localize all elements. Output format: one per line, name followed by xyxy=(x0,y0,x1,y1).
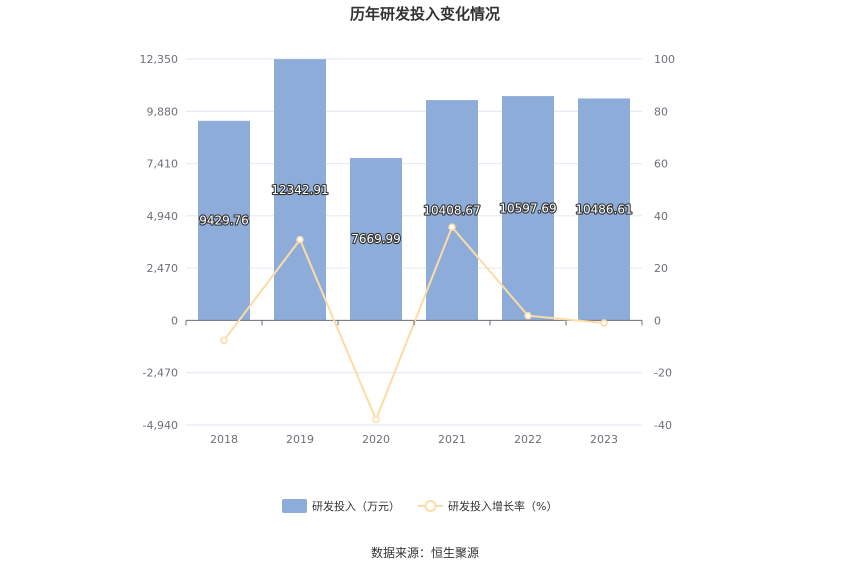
line-point-2023[interactable] xyxy=(600,319,608,327)
y-left-tick-label: 0 xyxy=(171,314,178,327)
source-note: 数据来源：恒生聚源 xyxy=(371,545,479,560)
y-left-tick-label: 7,410 xyxy=(147,158,179,171)
y-left-tick-label: -4,940 xyxy=(143,419,178,432)
bar-value-label: 12342.91 xyxy=(271,183,328,197)
line-point-2022[interactable] xyxy=(524,311,532,320)
y-left-tick-label: -2,470 xyxy=(143,367,178,380)
y-right-tick-label: 0 xyxy=(654,314,661,327)
y-right-tick-label: 80 xyxy=(654,105,668,118)
y-right-tick-label: 60 xyxy=(654,158,668,171)
bar-value-label: 9429.76 xyxy=(199,214,249,228)
x-tick-label: 2022 xyxy=(514,433,542,446)
bar-2021[interactable] xyxy=(426,100,478,321)
x-tick-label: 2020 xyxy=(362,433,390,446)
y-right-tick-label: -40 xyxy=(654,419,672,432)
bar-2018[interactable] xyxy=(198,120,250,321)
line-point-2021[interactable] xyxy=(448,223,456,231)
line-point-2018[interactable] xyxy=(220,336,228,345)
bar-value-label: 10597.69 xyxy=(499,201,556,215)
y-right-tick-label: 40 xyxy=(654,210,668,223)
legend-item-bar[interactable]: 研发投入（万元） xyxy=(282,499,400,513)
y-axis-right: -40 -20 0 20 40 60 80 100 xyxy=(654,53,675,432)
y-left-tick-label: 9,880 xyxy=(147,105,179,118)
legend-line-label: 研发投入增长率（%） xyxy=(448,499,557,513)
bar-2022[interactable] xyxy=(502,96,554,321)
x-tick-label: 2023 xyxy=(590,433,618,446)
y-right-tick-label: 100 xyxy=(654,53,675,66)
legend-bar-label: 研发投入（万元） xyxy=(312,499,400,513)
y-right-tick-label: -20 xyxy=(654,367,672,380)
x-tick-label: 2019 xyxy=(286,433,314,446)
y-left-tick-label: 12,350 xyxy=(140,53,179,66)
bar-value-label: 10408.67 xyxy=(423,203,480,217)
x-axis: 2018 2019 2020 2021 2022 2023 xyxy=(185,320,643,446)
x-tick-label: 2021 xyxy=(438,433,466,446)
y-left-tick-label: 2,470 xyxy=(147,262,179,275)
bar-series xyxy=(198,59,630,321)
legend-bar-swatch xyxy=(282,499,307,513)
bar-2020[interactable] xyxy=(350,158,402,321)
bar-data-labels: 9429.76 12342.91 7669.99 10408.67 10597.69 10… xyxy=(198,182,634,248)
y-axis-left: -4,940 -2,470 0 2,470 4,940 7,410 9,880 12,350 xyxy=(140,53,179,432)
legend-item-line[interactable]: 研发投入增长率（%） xyxy=(418,499,557,513)
legend: 研发投入（万元） 研发投入增长率（%） xyxy=(282,499,557,513)
bar-2023[interactable] xyxy=(578,98,630,321)
bar-value-label: 7669.99 xyxy=(351,232,401,246)
x-tick-label: 2018 xyxy=(210,433,238,446)
bar-value-label: 10486.61 xyxy=(575,202,632,216)
line-point-2020[interactable] xyxy=(372,415,380,424)
legend-line-marker-icon xyxy=(424,500,437,512)
bar-2019[interactable] xyxy=(274,59,326,321)
line-point-2019[interactable] xyxy=(296,235,304,244)
chart-title: 历年研发投入变化情况 xyxy=(350,5,500,23)
y-left-tick-label: 4,940 xyxy=(147,210,179,223)
y-right-tick-label: 20 xyxy=(654,262,668,275)
grid-lines xyxy=(186,58,642,426)
